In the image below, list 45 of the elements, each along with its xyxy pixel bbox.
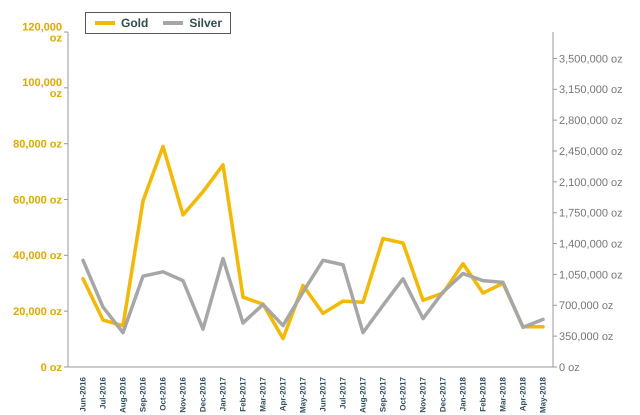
y2-tick-label: 2,450,000 oz bbox=[559, 146, 623, 158]
x-tick-label: Oct-2016 bbox=[158, 376, 168, 411]
y-tick-label: 40,000 oz bbox=[13, 250, 62, 262]
y-tick-label: 120,000 oz bbox=[22, 21, 62, 44]
x-tick-label: Jan-2018 bbox=[458, 376, 468, 412]
x-tick-label: Apr-2018 bbox=[518, 376, 528, 412]
x-tick-label: May-2017 bbox=[298, 376, 308, 414]
x-tick-label: Jan-2017 bbox=[218, 376, 228, 412]
x-tick-label: Feb-2018 bbox=[478, 376, 488, 412]
x-tick-label: Jul-2017 bbox=[338, 376, 348, 410]
legend-label: Silver bbox=[188, 16, 222, 30]
y2-tick-label: 0 oz bbox=[559, 362, 580, 374]
y-tick-label: 60,000 oz bbox=[13, 194, 62, 206]
x-tick-label: Sep-2016 bbox=[138, 376, 148, 412]
x-tick-label: Apr-2017 bbox=[278, 376, 288, 412]
y2-tick-label: 1,050,000 oz bbox=[559, 269, 623, 282]
y-tick-label: 20,000 oz bbox=[13, 306, 62, 318]
y2-tick-label: 700,000 oz bbox=[559, 300, 614, 312]
y2-tick-label: 350,000 oz bbox=[559, 331, 614, 344]
x-tick-label: Aug-2017 bbox=[358, 376, 368, 414]
y2-tick-label: 3,500,000 oz bbox=[559, 53, 623, 66]
x-tick-label: Nov-2016 bbox=[178, 376, 188, 413]
y2-tick-label: 2,800,000 oz bbox=[559, 115, 623, 128]
x-tick-label: Jun-2017 bbox=[318, 376, 328, 412]
x-tick-label: May-2018 bbox=[538, 376, 548, 414]
y-tick-label: 0 oz bbox=[40, 362, 62, 374]
x-tick-label: Nov-2017 bbox=[418, 376, 428, 413]
x-tick-label: Feb-2017 bbox=[238, 376, 248, 412]
x-tick-label: Dec-2017 bbox=[438, 376, 448, 412]
y2-tick-label: 1,750,000 oz bbox=[559, 208, 623, 220]
y2-tick-label: 1,400,000 oz bbox=[559, 238, 623, 250]
y2-tick-label: 3,150,000 oz bbox=[559, 84, 623, 96]
x-tick-label: Aug-2016 bbox=[118, 376, 128, 414]
x-tick-label: Jun-2016 bbox=[78, 376, 88, 412]
y2-tick-label: 2,100,000 oz bbox=[559, 176, 623, 189]
x-tick-label: Mar-2017 bbox=[258, 376, 268, 412]
y-tick-label: 100,000 oz bbox=[22, 77, 62, 100]
line-series bbox=[81, 256, 545, 334]
x-tick-label: Dec-2016 bbox=[198, 376, 208, 412]
x-tick-label: Mar-2018 bbox=[498, 376, 508, 412]
x-tick-label: Jul-2016 bbox=[98, 376, 108, 410]
y-tick-label: 80,000 oz bbox=[13, 138, 62, 151]
x-tick-label: Sep-2017 bbox=[378, 376, 388, 412]
legend-label: Gold bbox=[120, 16, 148, 30]
x-tick-label: Oct-2017 bbox=[398, 376, 408, 411]
